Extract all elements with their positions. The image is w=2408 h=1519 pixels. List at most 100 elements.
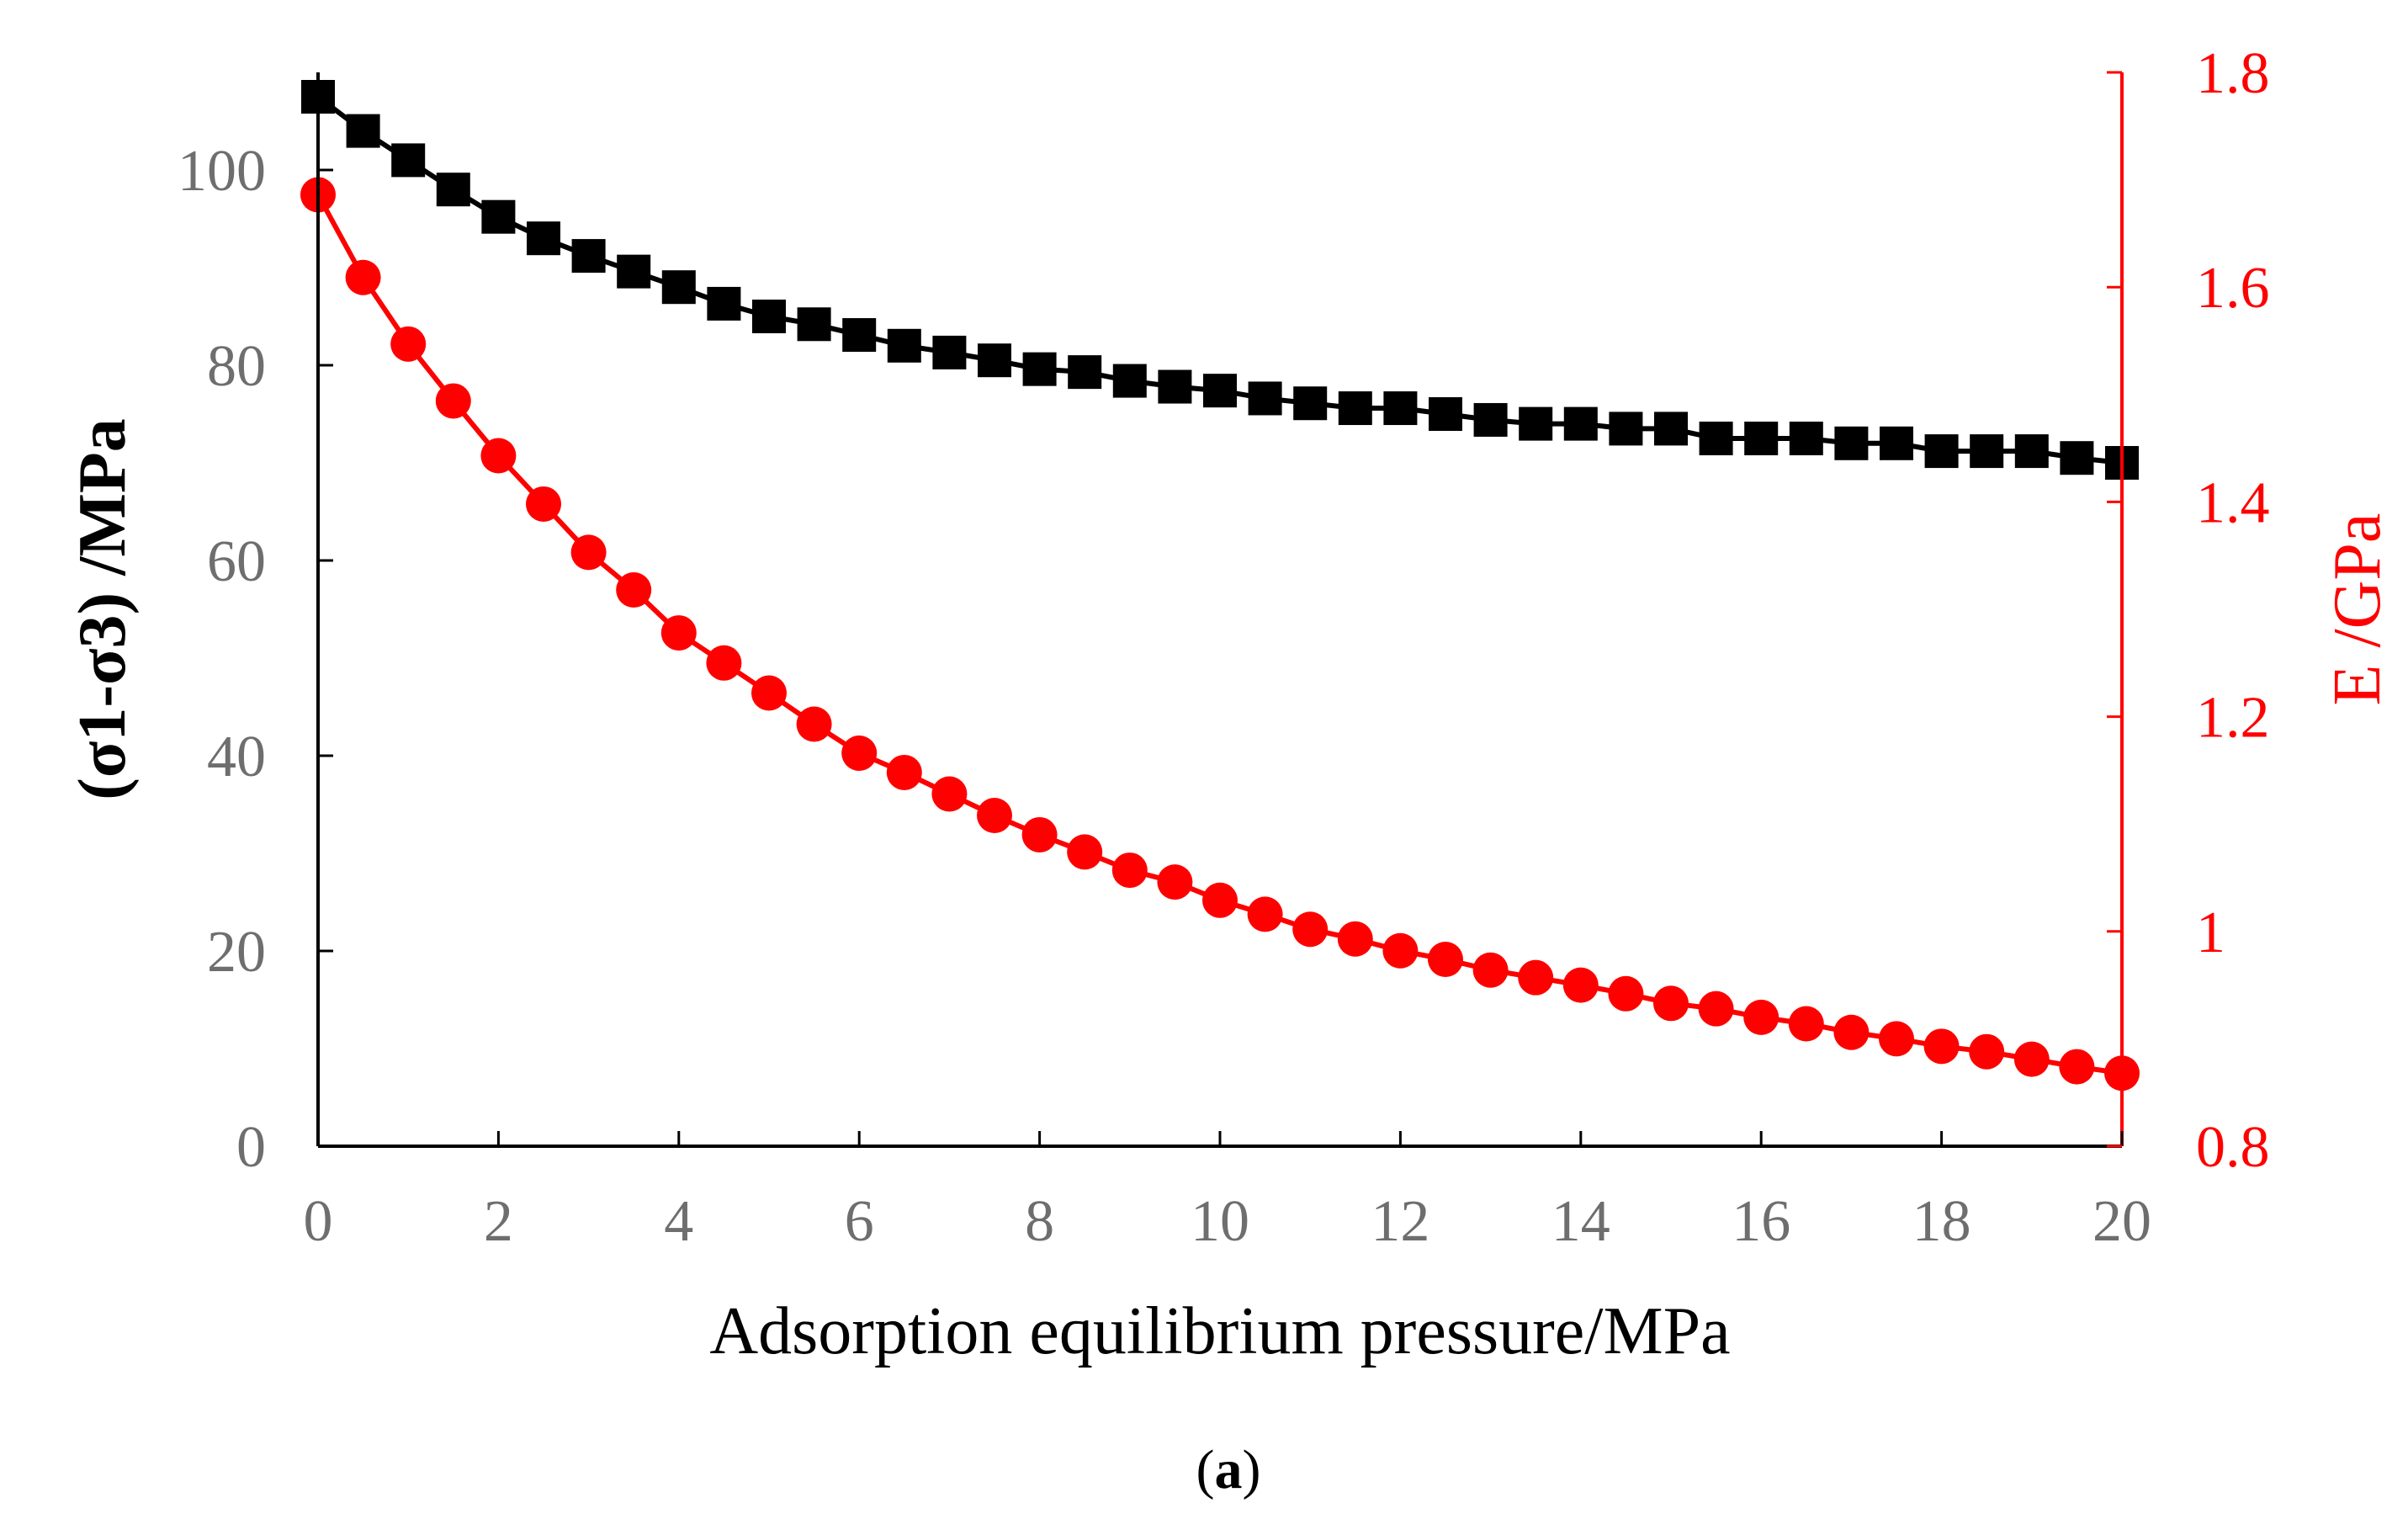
modulus-data-point bbox=[841, 735, 878, 771]
x-axis-label: Adsorption equilibrium pressure/MPa bbox=[709, 1294, 1730, 1368]
sigma-data-point bbox=[1293, 386, 1328, 421]
modulus-data-point bbox=[2013, 1041, 2050, 1077]
left-y-tick-label: 60 bbox=[207, 529, 266, 594]
sigma-data-point bbox=[436, 173, 470, 207]
x-tick-label: 6 bbox=[845, 1189, 874, 1254]
sigma-data-point bbox=[1473, 402, 1508, 437]
sigma-data-point bbox=[1699, 422, 1733, 455]
modulus-data-point bbox=[931, 776, 968, 812]
sigma-data-point bbox=[1112, 364, 1147, 398]
sigma-data-point bbox=[1203, 374, 1237, 408]
modulus-data-point bbox=[886, 754, 922, 790]
modulus-data-point bbox=[1202, 882, 1238, 918]
right-y-axis-label: E /GPa bbox=[2320, 513, 2395, 706]
sigma-data-point bbox=[1519, 406, 1553, 441]
sigma-data-point bbox=[1338, 391, 1372, 426]
modulus-data-point bbox=[1879, 1021, 1914, 1057]
modulus-data-point bbox=[1562, 967, 1599, 1003]
sigma-data-point bbox=[1248, 381, 1282, 416]
sigma-data-point bbox=[1429, 397, 1462, 431]
sigma-data-point bbox=[1068, 355, 1102, 390]
sigma-data-point bbox=[1970, 434, 2004, 469]
sigma-data-point bbox=[707, 286, 741, 321]
modulus-data-point bbox=[390, 326, 427, 362]
x-tick-label: 12 bbox=[1371, 1189, 1429, 1254]
modulus-data-point bbox=[435, 383, 471, 419]
left-y-axis-label: (σ1-σ3) /MPa bbox=[66, 418, 140, 800]
sigma-series-line bbox=[316, 94, 2123, 465]
sigma-data-point bbox=[1789, 422, 1823, 455]
sigma-data-point bbox=[1022, 352, 1057, 386]
sigma-data-point bbox=[481, 199, 516, 234]
x-tick-label: 10 bbox=[1191, 1189, 1249, 1254]
x-tick-label: 2 bbox=[484, 1189, 513, 1254]
x-tick-label: 8 bbox=[1025, 1189, 1054, 1254]
right-y-tick-label: 1.2 bbox=[2196, 686, 2270, 751]
sigma-data-point bbox=[1654, 412, 1688, 446]
right-y-tick-label: 1.4 bbox=[2196, 470, 2270, 535]
left-y-tick-label: 20 bbox=[207, 920, 266, 985]
modulus-data-point bbox=[1337, 921, 1373, 957]
sigma-data-point bbox=[527, 221, 560, 256]
x-tick-label: 4 bbox=[664, 1189, 693, 1254]
sigma-data-point bbox=[1383, 391, 1418, 426]
sigma-data-point bbox=[797, 307, 831, 342]
sigma-data-point bbox=[932, 335, 967, 369]
sigma-data-point bbox=[661, 270, 696, 305]
sigma-data-point bbox=[1880, 426, 1913, 460]
modulus-data-point bbox=[1428, 941, 1463, 977]
right-y-tick-label: 1.6 bbox=[2196, 256, 2270, 321]
sigma-data-point bbox=[1609, 412, 1643, 446]
right-y-tick-label: 1.8 bbox=[2196, 41, 2270, 106]
modulus-data-point bbox=[1247, 896, 1283, 932]
x-tick-label: 20 bbox=[2092, 1189, 2151, 1254]
modulus-data-point bbox=[1382, 932, 1419, 969]
x-tick-label: 16 bbox=[1732, 1189, 1790, 1254]
modulus-data-point bbox=[570, 534, 607, 571]
sigma-data-point bbox=[391, 143, 426, 178]
modulus-data-point bbox=[2059, 1049, 2095, 1085]
modulus-data-point bbox=[1608, 975, 1644, 1012]
left-y-tick-label: 0 bbox=[236, 1115, 266, 1180]
modulus-data-point bbox=[1698, 991, 1734, 1027]
sigma-data-point bbox=[887, 328, 921, 363]
left-y-tick-label: 40 bbox=[207, 725, 266, 789]
sigma-data-point bbox=[1563, 406, 1598, 441]
modulus-data-point bbox=[1743, 999, 1779, 1035]
modulus-data-point bbox=[1923, 1028, 1960, 1065]
modulus-series-line bbox=[316, 194, 2123, 1076]
modulus-data-point bbox=[616, 572, 652, 608]
modulus-data-point bbox=[1292, 911, 1329, 948]
right-y-tick-label: 1 bbox=[2196, 900, 2225, 965]
x-tick-label: 18 bbox=[1912, 1189, 1971, 1254]
sigma-data-point bbox=[752, 300, 786, 333]
modulus-data-point bbox=[1788, 1006, 1824, 1042]
figure-caption: (a) bbox=[1196, 1439, 1261, 1500]
right-y-tick-label: 0.8 bbox=[2196, 1115, 2270, 1180]
modulus-data-point bbox=[345, 259, 381, 295]
sigma-data-point bbox=[1744, 422, 1779, 455]
modulus-data-point bbox=[706, 645, 742, 681]
series-modulus bbox=[300, 177, 2140, 1091]
sigma-data-point bbox=[1834, 426, 1869, 460]
sigma-data-point bbox=[617, 254, 651, 289]
modulus-data-point bbox=[1111, 852, 1148, 889]
modulus-data-point bbox=[660, 615, 697, 651]
modulus-data-point bbox=[1969, 1033, 2005, 1070]
axes: 0 2 4 6 8 10 12 14 16 18 20 0 20 40 60 80 100 0.8 1 1.2 1.4 1… bbox=[178, 41, 2270, 1254]
series-sigma bbox=[301, 80, 2139, 480]
modulus-data-point bbox=[1833, 1014, 1870, 1050]
sigma-data-point bbox=[1158, 369, 1192, 404]
left-y-tick-label: 100 bbox=[178, 139, 266, 204]
x-tick-label: 14 bbox=[1551, 1189, 1610, 1254]
x-tick-label: 0 bbox=[304, 1189, 333, 1254]
modulus-data-point bbox=[1518, 959, 1554, 996]
sigma-data-point bbox=[2014, 434, 2049, 469]
left-y-tick-label: 80 bbox=[207, 334, 266, 399]
sigma-data-point bbox=[571, 239, 606, 274]
modulus-data-point bbox=[480, 438, 517, 474]
modulus-data-point bbox=[1067, 834, 1103, 870]
modulus-data-point bbox=[977, 797, 1012, 833]
modulus-data-point bbox=[796, 706, 832, 742]
